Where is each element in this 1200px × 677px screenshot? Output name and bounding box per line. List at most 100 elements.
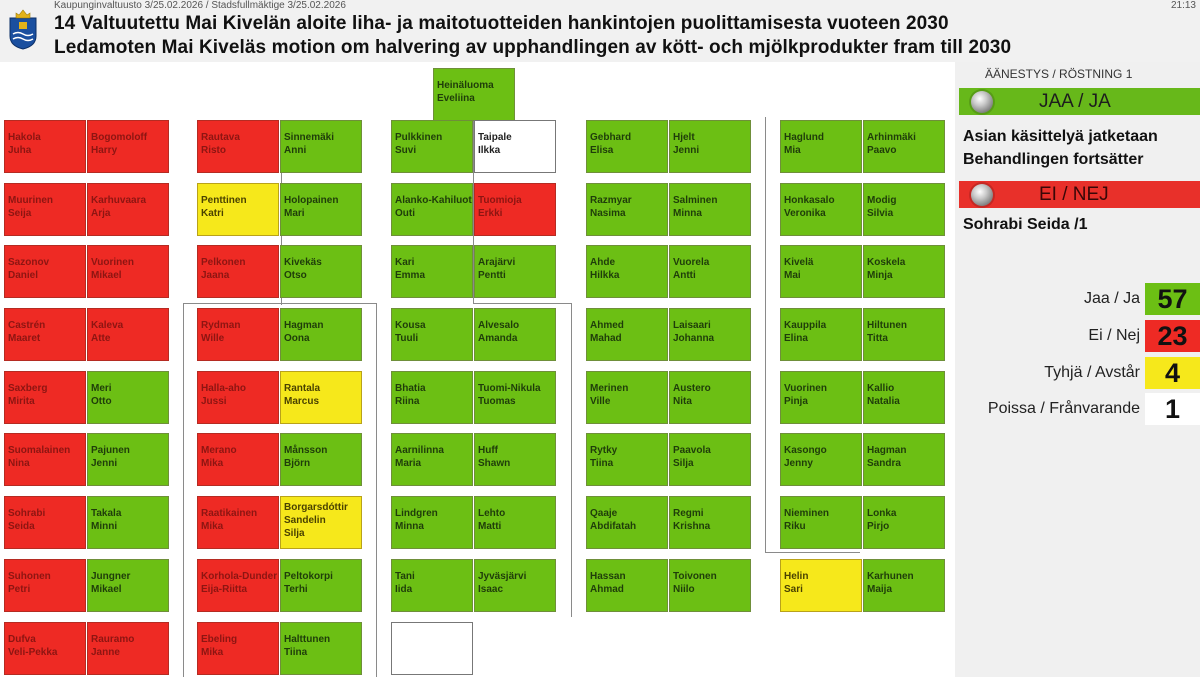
- seat-name-second: Pirjo: [867, 521, 890, 532]
- seat-korhola: Korhola-Dunder Eija-Riitta: [197, 559, 279, 612]
- seat-name-first: Arhinmäki: [867, 132, 916, 143]
- seat-name-first: Koskela: [867, 257, 906, 268]
- seat-name-second: Riina: [395, 396, 420, 407]
- seat-name-first: Raatikainen: [201, 508, 258, 519]
- seat-name-second: Pinja: [784, 396, 808, 407]
- count-label-ei: Ei / Nej: [1088, 327, 1140, 344]
- seat-name-first: Tuomioja: [478, 195, 522, 206]
- no-result-bar: EI / NEJ: [959, 181, 1200, 208]
- seat-kari: Kari Emma: [391, 245, 473, 298]
- count-label-poissa: Poissa / Frånvarande: [987, 400, 1140, 417]
- seat-name-first: Meri: [91, 383, 112, 394]
- seat-kallio: Kallio Natalia: [863, 371, 945, 424]
- seat-name-second: Tuomas: [478, 396, 516, 407]
- seat-name-first: Rauramo: [91, 634, 135, 645]
- seat-gebhard: Gebhard Elisa: [586, 120, 668, 173]
- seat-name-second: Mika: [201, 647, 224, 658]
- seat-name-second: Minna: [395, 521, 424, 532]
- seat-name-first: Kivekäs: [284, 257, 322, 268]
- seat-arhinmaki: Arhinmäki Paavo: [863, 120, 945, 173]
- group-divider: [183, 303, 184, 677]
- seat-hallaaho: Halla-aho Jussi: [197, 371, 279, 424]
- seat-name-first: Arajärvi: [478, 257, 516, 268]
- seat-vuorinen_p: Vuorinen Pinja: [780, 371, 862, 424]
- group-divider: [765, 117, 766, 552]
- vote-result-panel: ÄÄNESTYS / RÖSTNING 1 JAA / JA Asian käs…: [955, 62, 1200, 677]
- seat-name-first: Gebhard: [590, 132, 632, 143]
- seat-name-first: Haglund: [784, 132, 824, 143]
- seat-name-first: Alanko-Kahiluoto: [395, 195, 473, 206]
- seat-name-second: Nasima: [590, 208, 626, 219]
- seat-name-first: Hassan: [590, 571, 626, 582]
- seat-name-second: Maija: [867, 584, 893, 595]
- seat-name-second: Emma: [395, 270, 426, 281]
- seat-vuorela: Vuorela Antti: [669, 245, 751, 298]
- seat-name-second: Eveliina: [437, 93, 475, 104]
- seat-name-first: Tani: [395, 571, 415, 582]
- seat-razmyar: Razmyar Nasima: [586, 183, 668, 236]
- seat-name-second: Elisa: [590, 145, 614, 156]
- seat-name-second: Suvi: [395, 145, 417, 156]
- seat-name-first: Borgarsdóttir: [284, 502, 348, 513]
- seat-name-second: Mari: [284, 208, 305, 219]
- seat-holopainen: Holopainen Mari: [280, 183, 362, 236]
- seat-name-first: Ebeling: [201, 634, 238, 645]
- seat-hiltunen: Hiltunen Titta: [863, 308, 945, 361]
- seat-name-first: Vuorinen: [784, 383, 827, 394]
- seat-name-first: Bhatia: [395, 383, 426, 394]
- seat-name-second: Outi: [395, 208, 415, 219]
- seat-name-first: Lonka: [867, 508, 897, 519]
- seat-pulkkinen: Pulkkinen Suvi: [391, 120, 473, 173]
- seat-ebeling: Ebeling Mika: [197, 622, 279, 675]
- seat-name-second: Tuuli: [395, 333, 419, 344]
- seat-name-second: Jenny: [784, 458, 813, 469]
- seat-name-first: Helin: [784, 571, 809, 582]
- seat-name-second: Mikael: [91, 270, 122, 281]
- seat-name-first: Modig: [867, 195, 897, 206]
- seat-tuomioja: Tuomioja Erkki: [474, 183, 556, 236]
- seat-name-second: Silja: [673, 458, 694, 469]
- seat-name-first: Kaleva: [91, 320, 124, 331]
- seat-peltokorpi: Peltokorpi Terhi: [280, 559, 362, 612]
- seat-name-second: Mirita: [8, 396, 35, 407]
- seat-name-second: Riku: [784, 521, 806, 532]
- seat-raatikainen: Raatikainen Mika: [197, 496, 279, 549]
- seat-name-second: Elina: [784, 333, 808, 344]
- seat-name-second: Risto: [201, 145, 226, 156]
- seat-name-second: Shawn: [478, 458, 511, 469]
- count-value-poissa: 1: [1145, 393, 1200, 425]
- count-value-tyhja: 4: [1145, 357, 1200, 389]
- seat-name-second: Paavo: [867, 145, 897, 156]
- seat-name-first: Qaaje: [590, 508, 618, 519]
- seat-name-second: Tiina: [590, 458, 614, 469]
- seat-name-first: Kousa: [395, 320, 426, 331]
- seat-name-first: Hakola: [8, 132, 41, 143]
- seat-takala: Takala Minni: [87, 496, 169, 549]
- seat-name-first: Suhonen: [8, 571, 51, 582]
- seat-helin: Helin Sari: [780, 559, 862, 612]
- seat-name-first: Salminen: [673, 195, 718, 206]
- seat-name-second: Harry: [91, 145, 118, 156]
- seat-name-first: Karhuvaara: [91, 195, 147, 206]
- yes-outcome-fi: Asian käsittelyä jatketaan: [963, 128, 1158, 145]
- group-divider: [376, 553, 377, 677]
- seat-name-second: Minni: [91, 521, 118, 532]
- seat-name-second: Seida: [8, 521, 35, 532]
- seat-name-first: Jyväsjärvi: [478, 571, 527, 582]
- seat-tuomi: Tuomi-Nikula Tuomas: [474, 371, 556, 424]
- seat-name-first: Lehto: [478, 508, 506, 519]
- seat-name-second: Terhi: [284, 584, 308, 595]
- seat-name-first: Vuorela: [673, 257, 710, 268]
- seat-name-first: Peltokorpi: [284, 571, 333, 582]
- seat-penttinen: Penttinen Katri: [197, 183, 279, 236]
- seat-toivonen: Toivonen Niilo: [669, 559, 751, 612]
- seat-aarnilinna: Aarnilinna Maria: [391, 433, 473, 486]
- seat-name-second: Wille: [201, 333, 225, 344]
- group-divider: [473, 117, 474, 304]
- seat-name-second: Antti: [673, 270, 696, 281]
- seat-name-first: Tuomi-Nikula: [478, 383, 541, 394]
- seat-ahde: Ahde Hilkka: [586, 245, 668, 298]
- seat-name-second: Jenni: [673, 145, 700, 156]
- seat-name-first: Kari: [395, 257, 415, 268]
- seat-name-first: Holopainen: [284, 195, 339, 206]
